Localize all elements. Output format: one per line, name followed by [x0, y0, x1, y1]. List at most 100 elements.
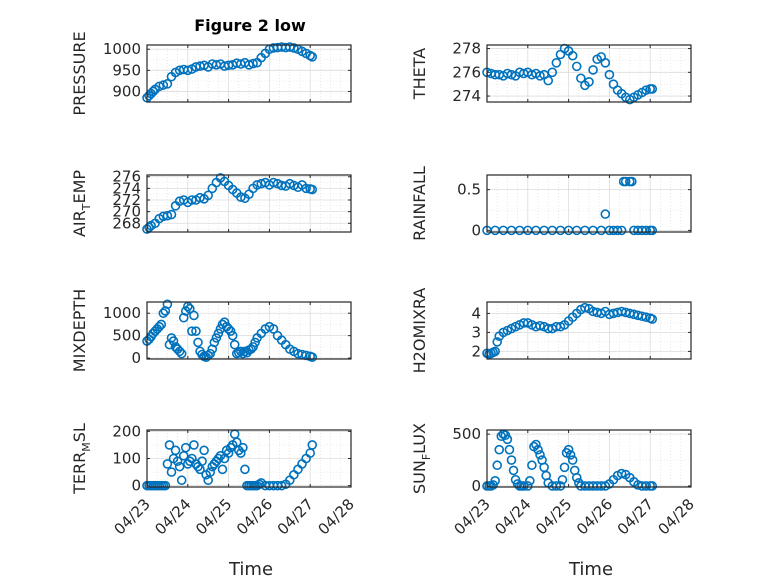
data-point: [236, 192, 246, 202]
data-point: [504, 444, 515, 455]
data-point: [289, 469, 299, 480]
data-point: [559, 462, 570, 473]
data-point: [158, 80, 169, 90]
subplot-h2omixra-ylabel: H2OMIXRA: [410, 288, 429, 374]
data-point: [627, 176, 637, 187]
ylabel-subscript: T: [80, 203, 93, 211]
data-point: [297, 459, 307, 469]
data-point: [551, 481, 562, 491]
subplot-sun-flux-grid: [486, 430, 692, 487]
subplot-mixdepth-series: [142, 299, 318, 363]
subplot-terr-msl-ylabel: TERRMSL: [70, 423, 93, 495]
y-tick-label: 0: [471, 221, 481, 239]
data-point: [254, 479, 265, 490]
data-point: [250, 337, 260, 348]
y-tick-label: 1000: [103, 40, 141, 58]
data-point: [525, 475, 535, 486]
data-point: [508, 465, 519, 476]
data-point: [246, 344, 256, 354]
subplot-air-temp-series: [142, 173, 318, 234]
data-point: [490, 346, 500, 357]
data-point: [600, 58, 611, 68]
x-tick-label: 04/24: [151, 495, 194, 538]
x-tick-label: 04/28: [655, 495, 698, 538]
data-point: [189, 310, 199, 321]
subplot-terr-msl-axes: [146, 429, 352, 488]
data-point: [612, 225, 623, 236]
data-point: [174, 461, 185, 472]
data-point: [205, 467, 216, 477]
data-point: [158, 308, 169, 319]
data-point: [557, 474, 568, 485]
y-tick-label: 268: [112, 214, 141, 232]
data-point: [162, 459, 173, 469]
data-point: [600, 209, 611, 219]
data-point: [565, 450, 576, 460]
subplot-rainfall-ylabel: RAINFALL: [410, 166, 429, 241]
subplot-h2omixra: 234 H2OMIXRA: [410, 288, 692, 374]
data-point: [307, 352, 318, 363]
data-point: [547, 67, 558, 78]
subplot-mixdepth-axes: [146, 301, 352, 360]
subplot-theta-grid: [486, 45, 692, 102]
data-point: [199, 445, 209, 456]
data-point: [170, 445, 181, 456]
data-point: [490, 475, 500, 486]
data-point: [213, 328, 224, 339]
subplot-air-temp-ylabel: AIRTEMP: [70, 170, 93, 237]
data-point: [268, 177, 279, 188]
data-point: [185, 303, 195, 314]
data-point: [641, 481, 651, 491]
data-point: [176, 348, 187, 359]
data-point: [506, 455, 517, 465]
ylabel-part: EMP: [70, 170, 89, 204]
data-point: [162, 299, 173, 310]
subplot-theta-axes: [486, 44, 692, 103]
data-point: [522, 481, 533, 491]
data-point: [268, 324, 279, 334]
data-point: [492, 337, 503, 347]
subplot-terr-msl-series: [142, 429, 318, 491]
subplot-theta-ylabel: THETA: [410, 48, 429, 100]
data-point: [301, 183, 311, 194]
data-point: [223, 448, 234, 458]
subplot-pressure-ylabel: PRESSURE: [70, 31, 89, 115]
subplot-theta-series: [482, 43, 658, 105]
data-point: [535, 71, 545, 81]
subplot-pressure-series: [142, 42, 318, 103]
x-tick-label: 04/23: [451, 495, 494, 538]
data-point: [174, 346, 185, 357]
ylabel-part: SUN: [410, 460, 429, 494]
subplot-h2omixra-axes: [486, 301, 692, 360]
data-point: [227, 330, 238, 341]
data-point: [240, 346, 250, 357]
y-tick-label: 200: [112, 422, 141, 440]
y-tick-label: 500: [452, 425, 481, 443]
data-point: [187, 326, 197, 336]
subplot-rainfall: 0 0.5 RAINFALL: [410, 166, 692, 241]
data-point: [571, 61, 582, 72]
data-point: [148, 86, 158, 97]
subplot-sun-flux-series: [482, 429, 658, 491]
y-tick-label: 3: [471, 323, 481, 341]
y-tick-label: 500: [112, 327, 141, 345]
data-point: [531, 439, 541, 450]
subplot-terr-msl-xlabel: Time: [228, 559, 273, 580]
data-point: [555, 481, 566, 491]
data-point: [162, 79, 173, 89]
data-point: [307, 52, 318, 62]
ylabel-part: AIR: [70, 210, 89, 237]
y-tick-label: 950: [112, 61, 141, 79]
ylabel-subscript: M: [80, 442, 93, 452]
data-point: [588, 65, 598, 75]
x-tick-label: 04/27: [274, 495, 317, 538]
subplot-sun-flux: 0 500 SUNFLUX 04/2304/2404/2504/2604/2704…: [410, 423, 698, 580]
data-point: [527, 460, 537, 471]
x-tick-label: 04/23: [111, 495, 154, 538]
data-point: [176, 475, 187, 486]
ylabel-part: TERR: [70, 452, 89, 495]
data-point: [213, 453, 224, 464]
